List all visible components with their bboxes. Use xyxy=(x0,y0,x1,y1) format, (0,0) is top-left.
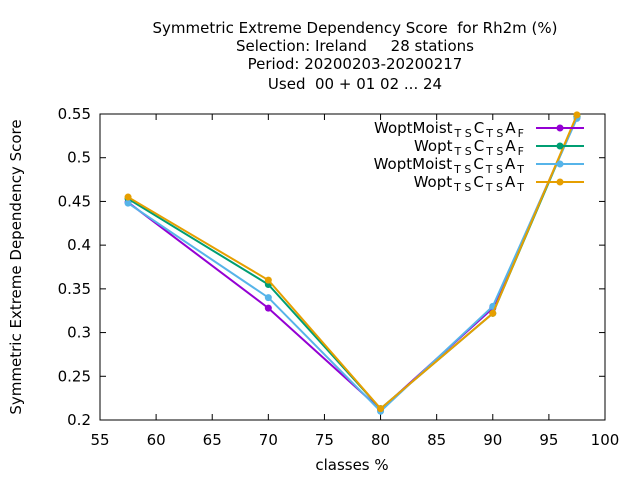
x-tick-label: 75 xyxy=(315,431,334,449)
x-tick-label: 100 xyxy=(591,431,620,449)
x-tick-label: 80 xyxy=(371,431,390,449)
series-4 xyxy=(124,111,581,413)
chart-title-line-1: Symmetric Extreme Dependency Score for R… xyxy=(152,19,558,37)
series-point xyxy=(124,199,132,207)
y-tick-label: 0.5 xyxy=(67,149,91,167)
x-tick-label: 60 xyxy=(147,431,166,449)
legend-swatch-point xyxy=(556,142,564,150)
legend-label-part: Wopt xyxy=(414,173,453,191)
y-tick-label: 0.2 xyxy=(67,411,91,429)
series-point xyxy=(377,405,385,413)
x-axis-label: classes % xyxy=(315,456,388,474)
x-tick-label: 85 xyxy=(427,431,446,449)
legend-label-part: T S xyxy=(485,145,503,158)
series-point xyxy=(264,294,272,302)
y-axis-label: Symmetric Extreme Dependency Score xyxy=(7,119,25,414)
y-tick-label: 0.3 xyxy=(67,324,91,342)
legend-label-part: T S xyxy=(453,181,471,194)
legend-label-part: Wopt xyxy=(414,137,453,155)
y-tick-label: 0.55 xyxy=(58,105,91,123)
legend-label-part: F xyxy=(518,127,524,140)
legend-label-part: A xyxy=(505,119,516,137)
legend-label-part: A xyxy=(505,137,516,155)
chart-title-line-4: Used 00 + 01 02 ... 24 xyxy=(267,75,443,93)
legend-label-part: T xyxy=(516,163,524,176)
y-tick-label: 0.4 xyxy=(67,236,91,254)
legend-label-part: C xyxy=(473,155,483,173)
x-tick-label: 90 xyxy=(483,431,502,449)
x-tick-label: 65 xyxy=(203,431,222,449)
legend-label-part: T xyxy=(516,181,524,194)
legend-label-part: T S xyxy=(485,181,503,194)
legend-swatch-point xyxy=(556,124,564,132)
legend-label-part: A xyxy=(505,155,516,173)
chart-title-line-3: Period: 20200203-20200217 xyxy=(247,55,463,73)
series-point xyxy=(264,304,272,312)
legend-label-part: C xyxy=(474,137,484,155)
legend-swatch-point xyxy=(556,178,564,186)
legend-label-part: F xyxy=(518,145,524,158)
legend-swatch-point xyxy=(556,160,564,168)
chart-title-line-2: Selection: Ireland 28 stations xyxy=(236,37,474,55)
legend-label-part: T S xyxy=(485,163,503,176)
legend-label-part: WoptMoist xyxy=(374,119,453,137)
legend-label-part: T S xyxy=(454,127,472,140)
series-point xyxy=(489,309,497,317)
legend-label-part: T S xyxy=(453,163,471,176)
series-point xyxy=(264,276,272,284)
x-tick-label: 70 xyxy=(259,431,278,449)
legend-label-part: T S xyxy=(485,127,503,140)
x-tick-label: 55 xyxy=(90,431,109,449)
y-tick-label: 0.45 xyxy=(58,192,91,210)
x-tick-label: 95 xyxy=(539,431,558,449)
series-point xyxy=(124,193,132,201)
y-tick-label: 0.25 xyxy=(58,367,91,385)
legend-label-part: C xyxy=(473,173,483,191)
y-tick-label: 0.35 xyxy=(58,280,91,298)
axis-ticks: 55 60 65 70 75 80 85 90 95 100 0.2 0.25 0.3 0.35 0.4 0.… xyxy=(58,105,620,449)
legend-label-part: A xyxy=(505,173,516,191)
legend-label-part: WoptMoist xyxy=(374,155,453,173)
series-lines xyxy=(124,111,581,415)
legend-label-part: T S xyxy=(454,145,472,158)
legend-label-part: C xyxy=(474,119,484,137)
series-point xyxy=(573,111,581,119)
plot-frame xyxy=(99,113,606,421)
